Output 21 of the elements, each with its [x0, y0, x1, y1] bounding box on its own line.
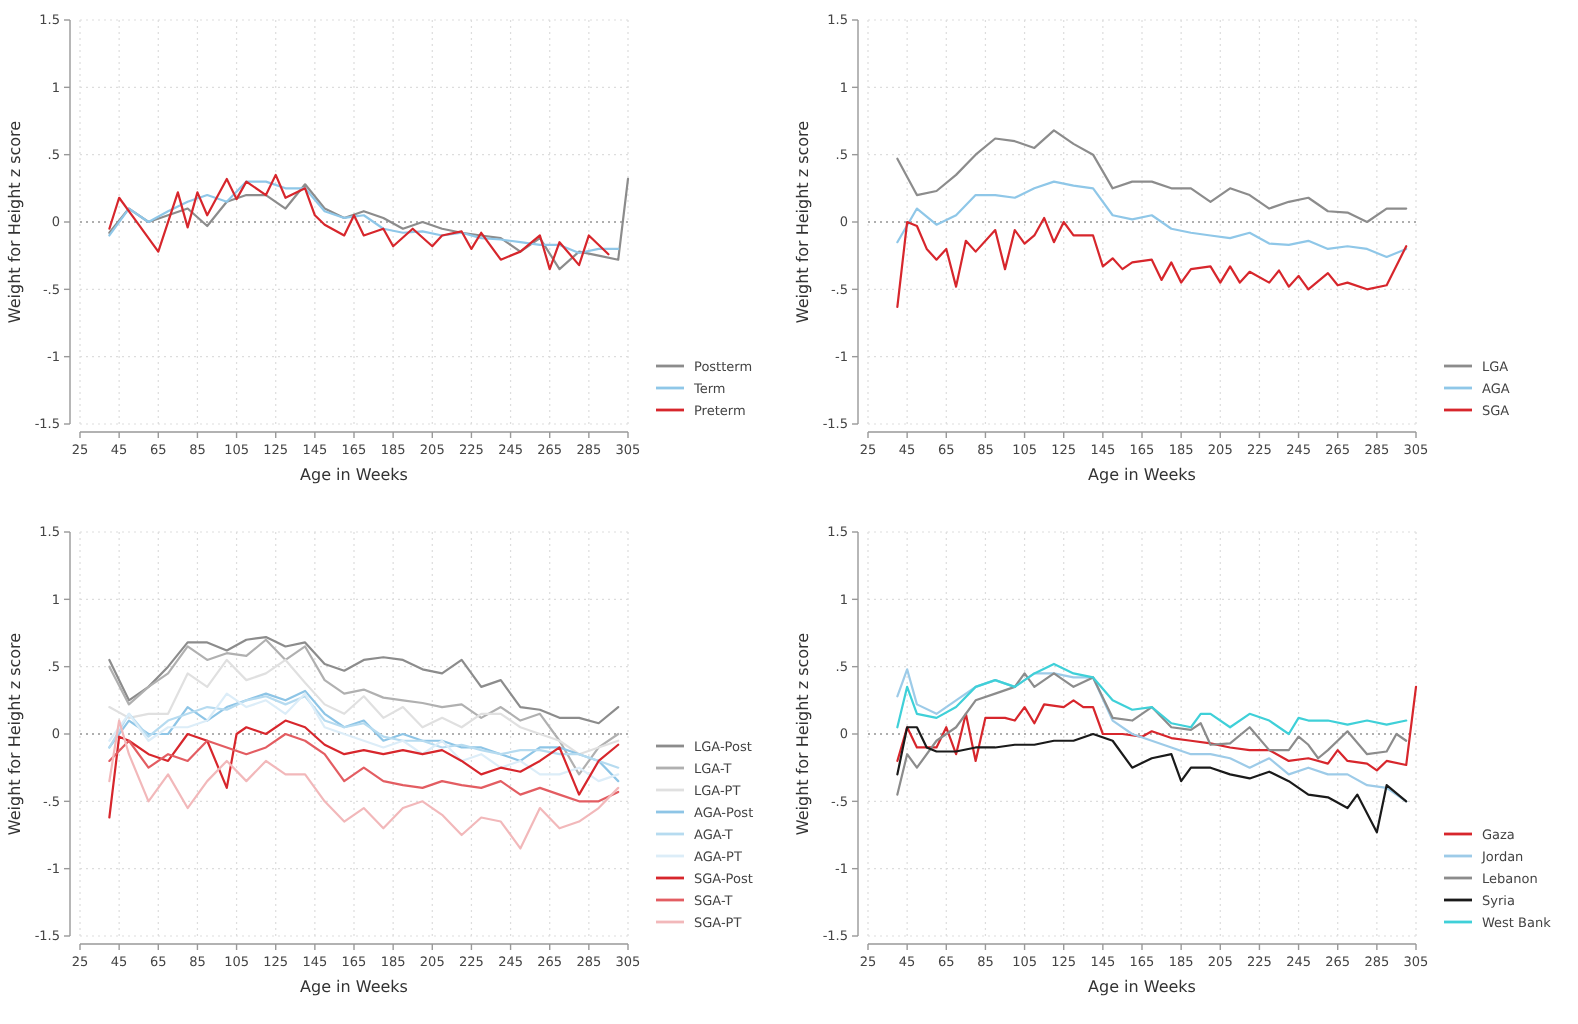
line-series — [108, 638, 620, 776]
x-axis-title: Age in Weeks — [1088, 978, 1196, 996]
x-axis-title: Age in Weeks — [1088, 466, 1196, 484]
line-series — [896, 726, 1408, 834]
line-series — [108, 719, 620, 819]
line-series — [896, 662, 1408, 736]
y-axis-title: Weight for Height z score — [794, 632, 812, 836]
x-axis-title: Age in Weeks — [300, 978, 408, 996]
y-axis-title: Weight for Height z score — [6, 632, 24, 836]
line-series — [108, 732, 620, 803]
line-series — [896, 129, 1408, 224]
x-axis-title: Age in Weeks — [300, 466, 408, 484]
line-series — [108, 719, 620, 850]
y-axis-title: Weight for Height z score — [6, 120, 24, 324]
line-series — [108, 695, 620, 769]
line-series — [108, 635, 620, 725]
line-series — [896, 180, 1408, 259]
line-series — [896, 216, 1408, 308]
line-series — [108, 180, 620, 255]
y-axis-title: Weight for Height z score — [794, 120, 812, 324]
line-series — [896, 685, 1418, 772]
